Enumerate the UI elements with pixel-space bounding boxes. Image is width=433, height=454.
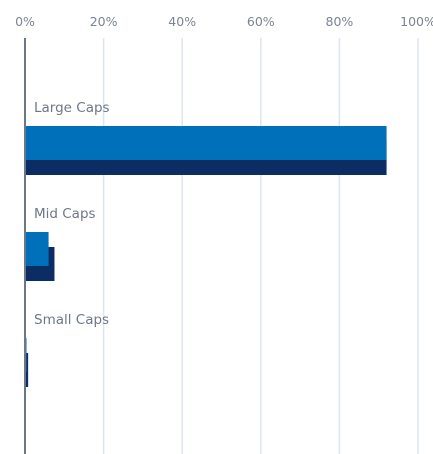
x-tick-label: 20% xyxy=(90,14,118,29)
x-tick-label: 0% xyxy=(15,14,35,29)
category-labels: Large Caps Mid Caps Small Caps xyxy=(34,100,110,328)
x-tick-label: 40% xyxy=(168,14,196,29)
x-tick-label: 60% xyxy=(247,14,275,29)
bars xyxy=(25,126,387,387)
category-label: Mid Caps xyxy=(34,206,96,222)
category-label: Large Caps xyxy=(34,100,110,116)
gridlines xyxy=(102,38,419,454)
x-axis-tick-labels: 0% 20% 40% 60% 80% 100% xyxy=(15,14,433,29)
bar-mid-caps-series-1 xyxy=(25,232,49,266)
x-tick-label: 100% xyxy=(400,14,433,29)
bar-small-caps-series-2 xyxy=(25,353,29,387)
x-tick-label: 80% xyxy=(326,14,354,29)
bar-large-caps-series-1 xyxy=(25,126,387,160)
category-label: Small Caps xyxy=(34,312,109,328)
